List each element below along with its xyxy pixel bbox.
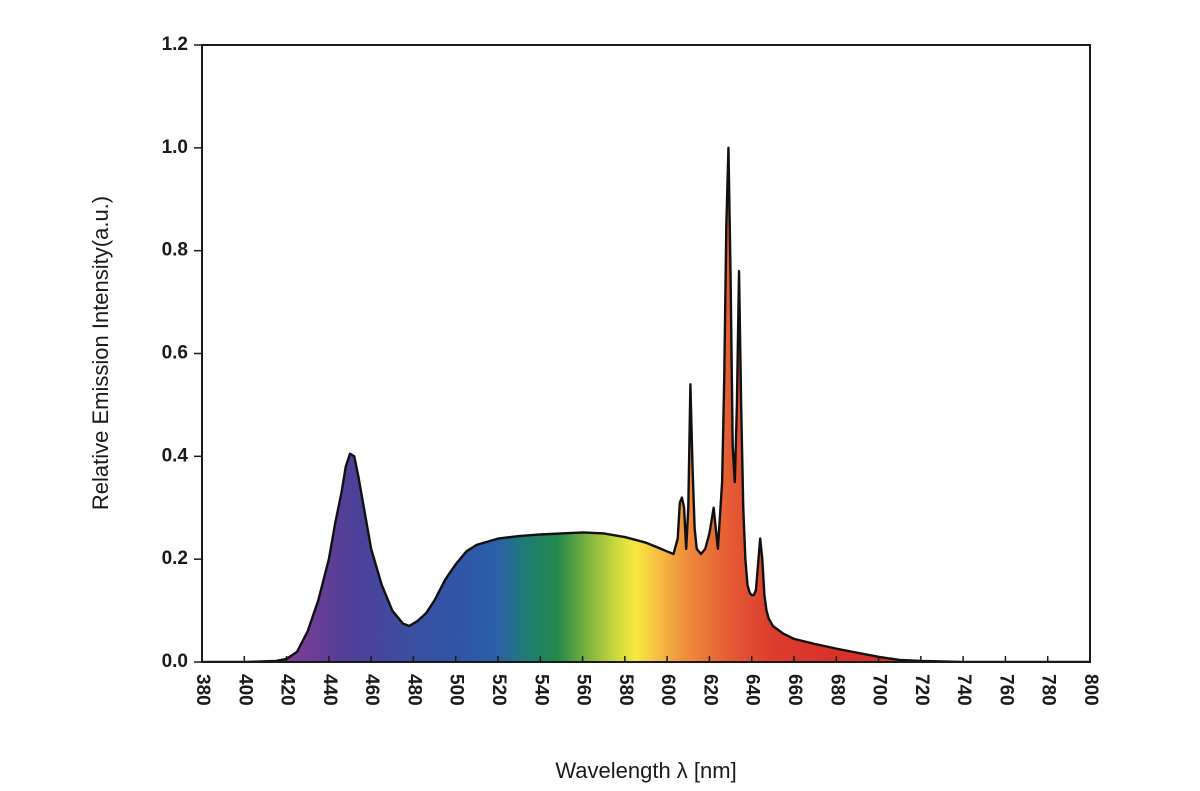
y-axis-ticks: 0.0 0.2 0.4 0.6 0.8 1.0 1.2 <box>162 34 202 672</box>
x-tick-label: 580 <box>615 674 636 706</box>
x-tick-label: 600 <box>657 674 678 706</box>
y-tick-label: 0.2 <box>162 548 188 569</box>
plot-area <box>202 148 1090 662</box>
x-tick-label: 500 <box>446 674 467 706</box>
y-tick-label: 1.0 <box>162 137 188 158</box>
y-tick-label: 0.6 <box>162 343 188 364</box>
x-axis-title: Wavelength λ [nm] <box>555 758 736 783</box>
x-tick-label: 620 <box>699 674 720 706</box>
x-tick-label: 420 <box>277 674 298 706</box>
x-tick-label: 380 <box>192 674 213 706</box>
x-tick-label: 520 <box>488 674 509 706</box>
x-tick-label: 700 <box>869 674 890 706</box>
x-tick-label: 680 <box>826 674 847 706</box>
x-tick-label: 460 <box>361 674 382 706</box>
x-axis-ticks: 380 400 420 440 460 480 500 520 540 560 580 600 620 6… <box>192 656 1101 706</box>
x-tick-label: 440 <box>319 674 340 706</box>
x-tick-label: 800 <box>1080 674 1101 706</box>
y-tick-label: 0.4 <box>162 445 189 466</box>
x-tick-label: 480 <box>403 674 424 706</box>
x-tick-label: 640 <box>742 674 763 706</box>
x-tick-label: 720 <box>911 674 932 706</box>
spectrum-area-fill <box>202 148 1090 662</box>
y-tick-label: 0.0 <box>162 651 188 672</box>
x-tick-label: 560 <box>573 674 594 706</box>
x-tick-label: 780 <box>1038 674 1059 706</box>
x-tick-label: 760 <box>995 674 1016 706</box>
x-tick-label: 660 <box>784 674 805 706</box>
x-tick-label: 400 <box>234 674 255 706</box>
y-axis-title: Relative Emission Intensity(a.u.) <box>88 196 113 510</box>
x-tick-label: 540 <box>530 674 551 706</box>
x-tick-label: 740 <box>953 674 974 706</box>
y-tick-label: 0.8 <box>162 240 188 261</box>
y-tick-label: 1.2 <box>162 34 188 55</box>
